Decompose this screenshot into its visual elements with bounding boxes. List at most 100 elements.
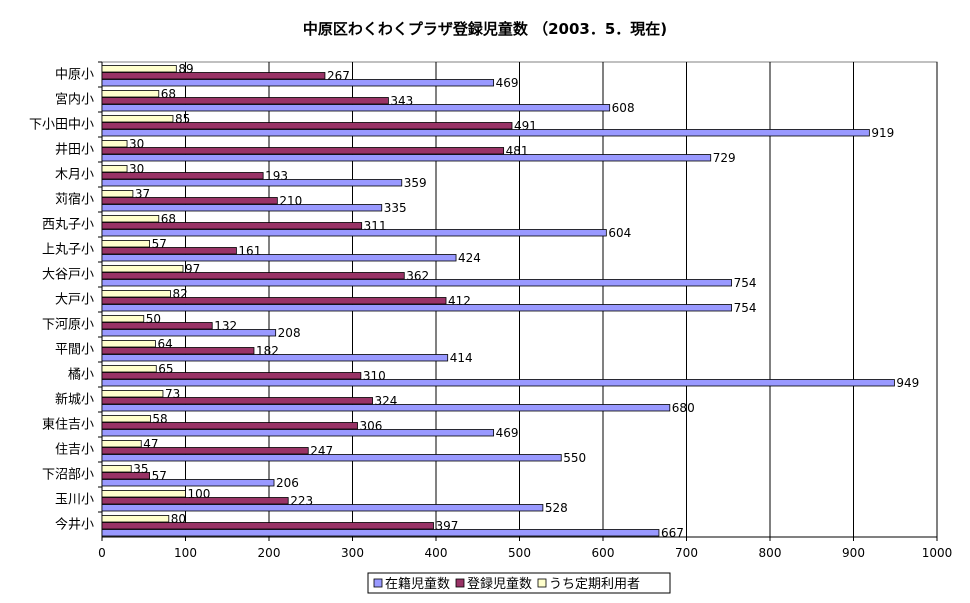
bar (101, 329, 277, 337)
data-label: 604 (608, 226, 631, 240)
data-label: 528 (545, 501, 568, 515)
category-label: 今井小 (55, 517, 94, 533)
category-label: 玉川小 (55, 493, 94, 508)
legend-entry: 登録児童数 (467, 576, 532, 592)
x-tick-label: 200 (258, 546, 281, 560)
legend-entry: うち定期利用者 (549, 577, 640, 592)
category-label: 大谷戸小 (42, 268, 94, 283)
category-label: 下沼部小 (42, 468, 94, 483)
bar (101, 479, 275, 487)
data-label: 208 (278, 326, 301, 340)
bar (101, 90, 160, 98)
category-label: 大戸小 (55, 293, 94, 308)
bar (101, 347, 255, 355)
data-label: 754 (734, 301, 757, 315)
bar (101, 229, 607, 237)
bar (101, 79, 495, 87)
category-label: 平間小 (55, 343, 94, 358)
bar (101, 515, 170, 523)
bar (101, 454, 562, 462)
data-label: 680 (672, 401, 695, 415)
data-label: 949 (896, 376, 919, 390)
bar (101, 179, 403, 187)
bar (101, 422, 358, 430)
category-label: 宮内小 (55, 92, 94, 108)
data-label: 414 (450, 351, 473, 365)
bar (101, 322, 213, 330)
category-label: 木月小 (55, 168, 94, 183)
bar (101, 297, 447, 305)
bar (101, 390, 164, 398)
bar (101, 529, 660, 537)
bar (101, 304, 732, 312)
category-label: 井田小 (55, 143, 94, 158)
legend: 在籍児童数 登録児童数 うち定期利用者 (367, 572, 671, 594)
bar (101, 415, 151, 423)
x-tick-label: 1000 (922, 546, 953, 560)
x-tick-label: 500 (508, 546, 531, 560)
bar (101, 404, 671, 412)
bar (101, 497, 289, 505)
bar (101, 154, 712, 162)
bar (101, 354, 449, 362)
data-label: 359 (404, 176, 427, 190)
data-label: 469 (496, 426, 519, 440)
category-label: 下河原小 (42, 318, 94, 333)
x-tick-label: 300 (341, 546, 364, 560)
data-label: 729 (713, 151, 736, 165)
bar (101, 279, 732, 287)
x-tick-label: 900 (842, 546, 865, 560)
bar (101, 190, 134, 198)
bar (101, 265, 184, 273)
category-label: 上丸子小 (42, 243, 94, 258)
category-label: 下小田中小 (29, 118, 94, 133)
data-label: 550 (563, 451, 586, 465)
category-label: 東住吉小 (42, 417, 94, 433)
chart-title: 中原区わくわくプラザ登録児童数 （2003．5．現在) (303, 20, 667, 38)
bar (101, 165, 128, 173)
category-label: 住吉小 (55, 443, 94, 458)
bar (101, 129, 870, 137)
bar (101, 197, 278, 205)
bar (101, 272, 405, 280)
bar (101, 215, 160, 223)
bar (101, 465, 132, 473)
bar (101, 115, 174, 123)
bar (101, 340, 156, 348)
bar (101, 440, 142, 448)
bar (101, 522, 434, 530)
category-label: 橘小 (68, 367, 94, 383)
bar (101, 379, 895, 387)
category-label: 中原小 (55, 68, 94, 83)
data-label: 424 (458, 251, 481, 265)
bar (101, 65, 177, 73)
bar (101, 122, 513, 130)
bar (101, 97, 389, 105)
category-label: 新城小 (55, 392, 94, 408)
bar (101, 290, 171, 298)
bar (101, 140, 128, 148)
x-tick-label: 100 (174, 546, 197, 560)
bar (101, 204, 383, 212)
bar (101, 172, 264, 180)
legend-swatch (455, 578, 465, 588)
legend-entry: 在籍児童数 (385, 576, 450, 592)
x-tick-label: 400 (425, 546, 448, 560)
bar (101, 472, 150, 480)
data-label: 919 (871, 126, 894, 140)
x-tick-label: 800 (759, 546, 782, 560)
data-label: 754 (734, 276, 757, 290)
category-label: 西丸子小 (42, 218, 94, 233)
data-label: 667 (661, 526, 684, 540)
bar (101, 504, 544, 512)
bar (101, 240, 150, 248)
bar (101, 254, 457, 262)
bar (101, 315, 145, 323)
bar (101, 247, 237, 255)
bar (101, 365, 157, 373)
data-label: 206 (276, 476, 299, 490)
data-label: 469 (496, 76, 519, 90)
x-tick-label: 600 (592, 546, 615, 560)
